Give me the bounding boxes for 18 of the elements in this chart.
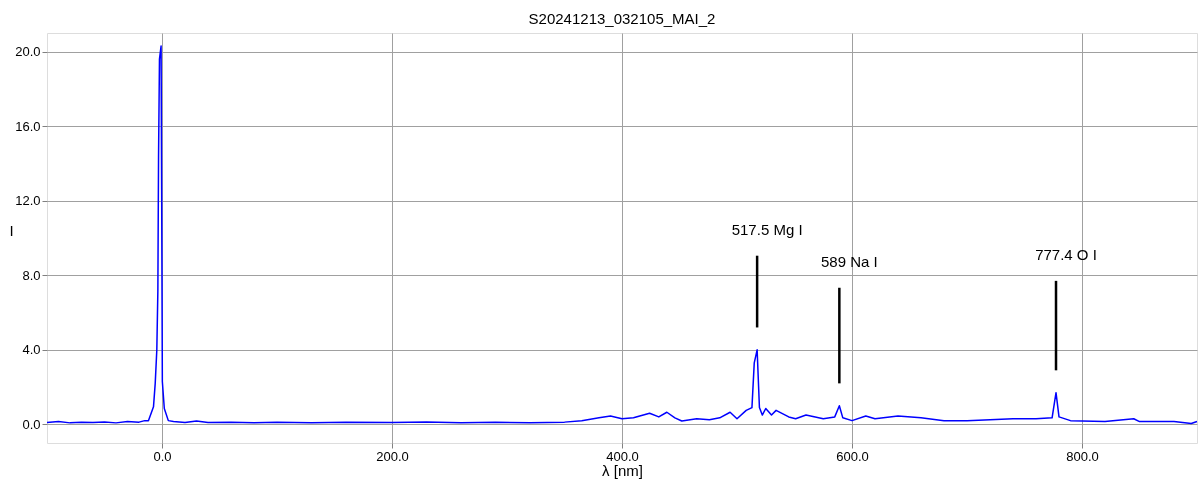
- annotation: 589 Na I: [820, 252, 878, 270]
- y-tick-label: 16.0: [15, 118, 41, 134]
- y-axis-title: I: [9, 221, 14, 239]
- x-tick-label: 800.0: [1066, 448, 1099, 464]
- x-tick-label: 0.0: [153, 448, 172, 464]
- y-tick-label: 8.0: [22, 267, 41, 283]
- x-axis-title: λ [nm]: [602, 461, 643, 479]
- x-tick-label: 600.0: [836, 448, 869, 464]
- line-series: [46, 45, 1198, 425]
- y-tick-label: 12.0: [15, 193, 41, 209]
- chart-title: S20241213_032105_MAI_2: [528, 10, 716, 27]
- annotation: 517.5 Mg I: [731, 220, 803, 238]
- annotation: 777.4 O I: [1035, 245, 1097, 263]
- y-tick-label: 20.0: [15, 44, 41, 60]
- x-tick-label: 400.0: [606, 448, 639, 464]
- y-tick-label: 0.0: [22, 416, 41, 432]
- y-tick-label: 4.0: [22, 342, 41, 358]
- x-tick-label: 200.0: [376, 448, 409, 464]
